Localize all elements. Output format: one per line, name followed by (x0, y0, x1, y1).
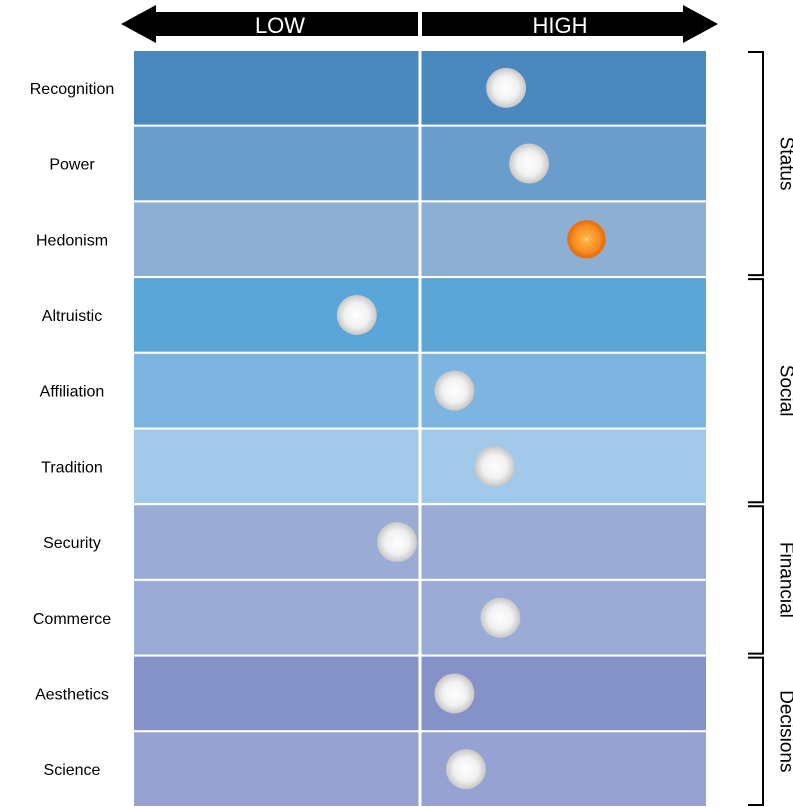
group-brackets: Status Social Financial Decisions (748, 51, 793, 806)
group-label-decisions: Decisions (776, 690, 793, 772)
row-label-security: Security (43, 535, 101, 552)
marker-aesthetics (434, 673, 475, 714)
group-label-status: Status (776, 137, 793, 191)
group-label-social: Social (776, 365, 793, 417)
marker-power (509, 143, 550, 184)
marker-altruistic (336, 294, 377, 335)
marker-security (377, 522, 418, 563)
marker-affiliation (434, 370, 475, 411)
marker-recognition (486, 67, 527, 108)
scale-arrow-left-half (121, 5, 418, 43)
bracket-status (748, 51, 764, 277)
group-label-financial: Financial (776, 542, 793, 618)
scale-arrow: LOW HIGH (121, 5, 718, 43)
row-label-tradition: Tradition (41, 459, 103, 476)
scale-low-label: LOW (255, 13, 305, 38)
bracket-financial (748, 505, 764, 655)
bracket-social (748, 278, 764, 504)
row-label-recognition: Recognition (30, 81, 115, 98)
marker-science (445, 749, 486, 790)
marker-commerce (480, 597, 521, 638)
marker-tradition (474, 446, 515, 487)
row-label-hedonism: Hedonism (36, 232, 108, 249)
row-label-power: Power (49, 157, 95, 174)
row-label-commerce: Commerce (33, 611, 111, 628)
row-label-aesthetics: Aesthetics (35, 686, 109, 703)
row-labels: Recognition Power Hedonism Altruistic Affili… (30, 81, 115, 779)
row-label-affiliation: Affiliation (40, 384, 105, 401)
scale-arrow-right-half (422, 5, 718, 43)
row-label-altruistic: Altruistic (42, 308, 102, 325)
marker-hedonism (567, 220, 606, 259)
row-label-science: Science (44, 762, 101, 779)
scale-high-label: HIGH (533, 13, 588, 38)
data-markers (336, 67, 606, 790)
bracket-decisions (748, 656, 764, 806)
